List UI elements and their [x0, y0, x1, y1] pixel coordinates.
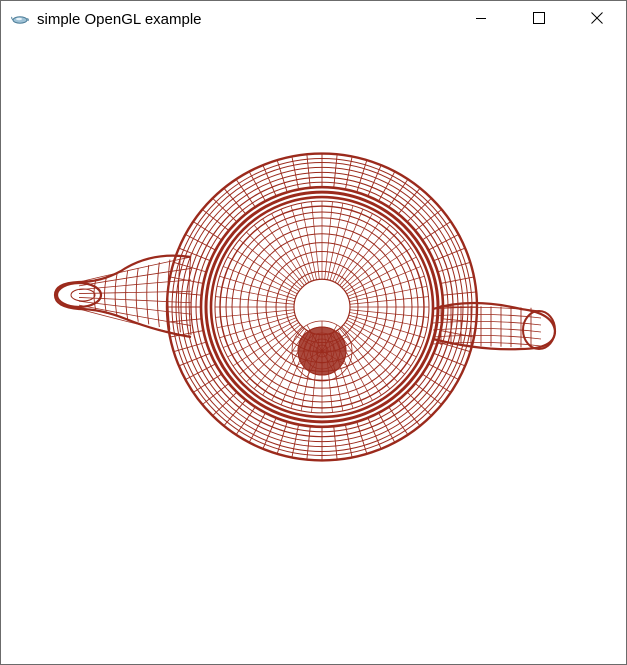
- opengl-canvas[interactable]: [1, 39, 626, 664]
- wireframe-teapot: [53, 152, 557, 462]
- close-icon: [591, 11, 603, 29]
- minimize-icon: [475, 11, 487, 29]
- window-title: simple OpenGL example: [37, 11, 202, 28]
- teapot-body: [165, 152, 479, 462]
- close-button[interactable]: [568, 1, 626, 39]
- minimize-button[interactable]: [452, 1, 510, 39]
- maximize-icon: [533, 11, 545, 29]
- teapot-spout: [53, 253, 192, 339]
- title-bar[interactable]: simple OpenGL example: [1, 1, 626, 39]
- maximize-button[interactable]: [510, 1, 568, 39]
- opengl-teapot-app-icon: [11, 12, 29, 28]
